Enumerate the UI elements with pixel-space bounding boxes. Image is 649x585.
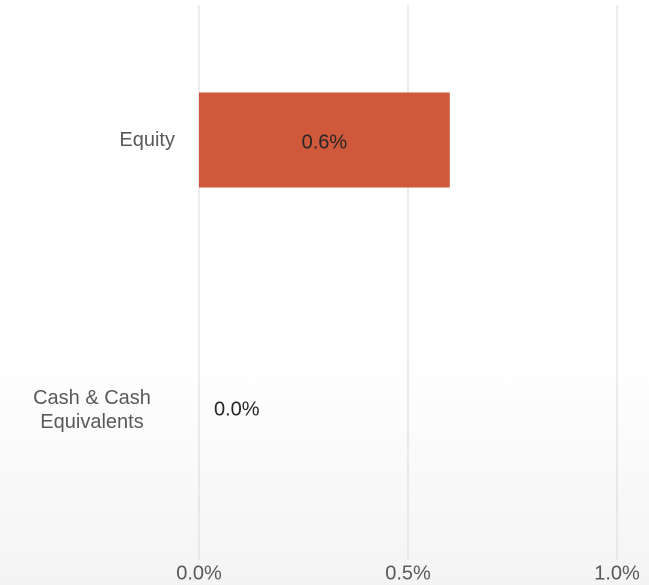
bar bbox=[199, 92, 450, 188]
category-label: Equity bbox=[119, 129, 175, 151]
category-label: Cash & Cash Equivalents bbox=[33, 387, 151, 433]
x-tick-label: 0.5% bbox=[385, 562, 431, 584]
x-tick-label: 1.0% bbox=[594, 562, 640, 584]
data-label: 0.6% bbox=[302, 131, 348, 153]
x-tick-label: 0.0% bbox=[176, 562, 222, 584]
data-label: 0.0% bbox=[214, 398, 260, 420]
